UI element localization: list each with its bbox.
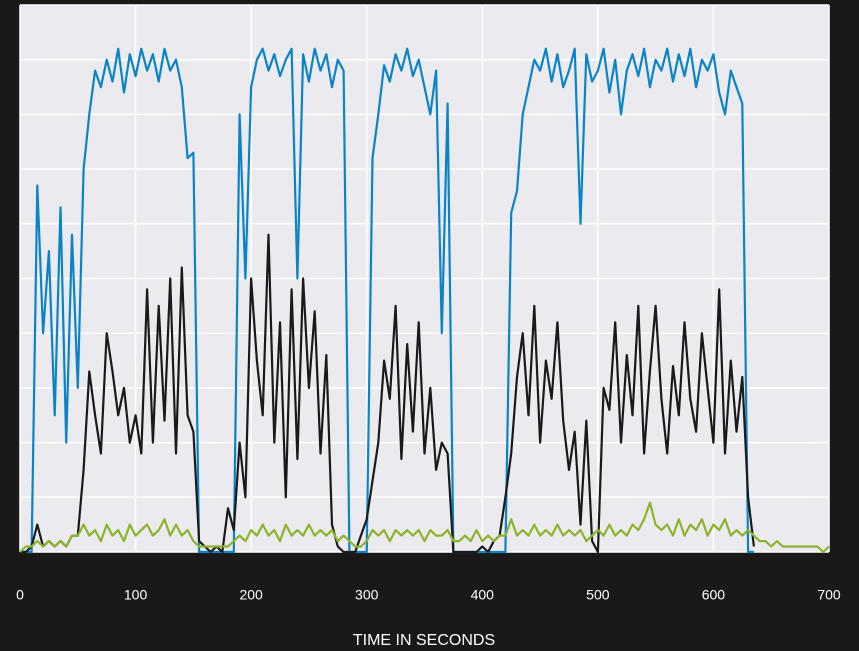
x-tick-label: 300 bbox=[355, 587, 379, 603]
x-tick-label: 700 bbox=[817, 587, 841, 603]
series-line bbox=[20, 47, 754, 554]
x-tick-label: 500 bbox=[586, 587, 610, 603]
x-tick-label: 100 bbox=[124, 587, 148, 603]
x-tick-label: 200 bbox=[239, 587, 263, 603]
x-tick-label: 400 bbox=[471, 587, 495, 603]
series-line bbox=[20, 233, 755, 554]
x-axis-label: TIME IN SECONDS bbox=[353, 632, 495, 649]
x-tick-label: 600 bbox=[702, 587, 726, 603]
x-tick-label: 0 bbox=[16, 587, 24, 603]
series-line bbox=[19, 501, 830, 554]
